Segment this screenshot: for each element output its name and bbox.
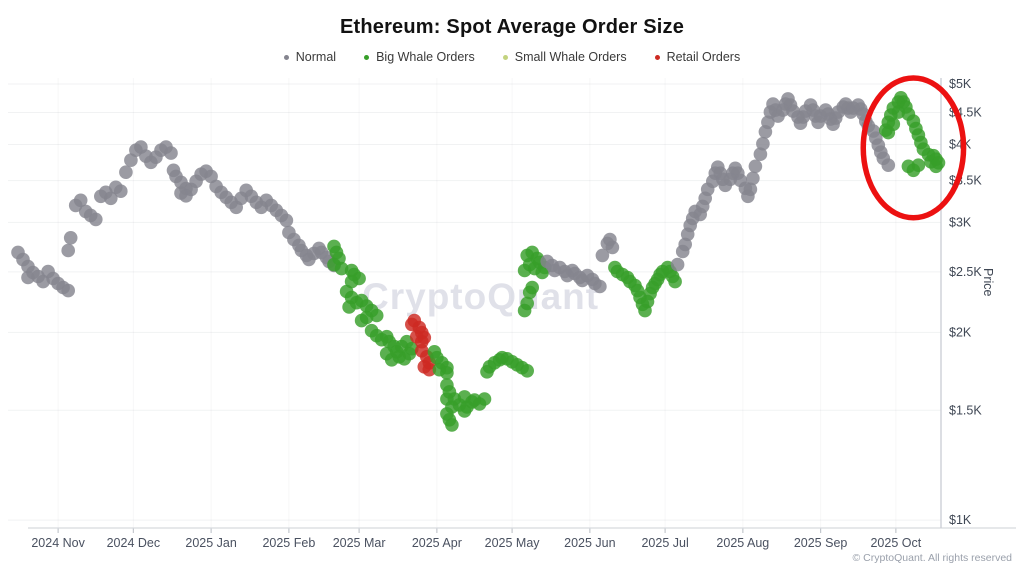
data-point bbox=[593, 279, 607, 294]
data-point bbox=[440, 366, 454, 380]
data-point bbox=[595, 248, 610, 263]
y-tick-label: $3K bbox=[949, 215, 972, 229]
x-tick-label: 2025 Jul bbox=[641, 536, 688, 550]
copyright-text: © CryptoQuant. All rights reserved bbox=[852, 552, 1012, 564]
data-point bbox=[89, 212, 103, 227]
legend-label: Retail Orders bbox=[666, 50, 741, 64]
data-point bbox=[525, 280, 539, 295]
legend-item-normal: Normal bbox=[283, 50, 337, 64]
x-tick-label: 2024 Dec bbox=[107, 536, 161, 550]
data-point bbox=[417, 330, 432, 345]
data-point bbox=[929, 159, 943, 174]
y-axis-title: Price bbox=[981, 268, 995, 297]
x-tick-label: 2025 Aug bbox=[716, 536, 769, 550]
y-tick-label: $1K bbox=[949, 513, 972, 527]
data-point bbox=[761, 115, 775, 130]
x-tick-label: 2025 Sep bbox=[794, 536, 848, 550]
data-point bbox=[63, 231, 78, 245]
data-point bbox=[354, 313, 369, 328]
data-point bbox=[342, 300, 356, 314]
data-point bbox=[670, 257, 685, 272]
y-tick-label: $5K bbox=[949, 77, 972, 91]
data-point bbox=[61, 283, 75, 298]
legend-label: Big Whale Orders bbox=[376, 50, 475, 64]
y-tick-label: $4K bbox=[949, 137, 972, 151]
legend-item-retail: Retail Orders bbox=[654, 50, 741, 64]
legend-item-big-whale: Big Whale Orders bbox=[364, 50, 475, 64]
data-point bbox=[61, 243, 75, 258]
data-point bbox=[881, 125, 896, 140]
data-point bbox=[104, 191, 118, 206]
data-point bbox=[73, 193, 88, 208]
big-whale-dot-icon bbox=[364, 54, 370, 60]
legend-label: Small Whale Orders bbox=[514, 50, 627, 64]
data-point bbox=[746, 171, 760, 186]
data-point bbox=[753, 147, 768, 161]
data-point bbox=[164, 146, 178, 160]
x-tick-label: 2025 Jan bbox=[185, 536, 236, 550]
x-tick-label: 2025 Mar bbox=[333, 536, 386, 550]
y-tick-label: $2.5K bbox=[949, 265, 982, 279]
legend: Normal Big Whale Orders Small Whale Orde… bbox=[0, 50, 1024, 64]
data-point bbox=[743, 182, 758, 197]
data-point bbox=[520, 364, 534, 378]
x-tick-label: 2025 Feb bbox=[262, 536, 315, 550]
x-tick-label: 2025 Apr bbox=[412, 536, 462, 550]
normal-dot-icon bbox=[283, 54, 289, 60]
x-tick-label: 2025 Jun bbox=[564, 536, 615, 550]
retail-dot-icon bbox=[654, 54, 660, 60]
x-tick-label: 2024 Nov bbox=[31, 536, 85, 550]
watermark: CryptoQuant bbox=[362, 276, 600, 317]
y-tick-label: $2K bbox=[949, 325, 972, 339]
data-point bbox=[477, 392, 492, 406]
highlight-ellipse bbox=[860, 75, 967, 221]
data-point bbox=[668, 274, 682, 289]
y-tick-label: $1.5K bbox=[949, 403, 982, 417]
data-point bbox=[756, 136, 770, 151]
data-point bbox=[520, 296, 534, 311]
small-whale-dot-icon bbox=[502, 54, 508, 60]
data-point bbox=[279, 213, 294, 228]
x-tick-label: 2025 May bbox=[485, 536, 541, 550]
chart-title: Ethereum: Spot Average Order Size bbox=[339, 16, 685, 38]
data-point bbox=[114, 184, 128, 198]
data-point bbox=[119, 165, 133, 179]
legend-item-small-whale: Small Whale Orders bbox=[502, 50, 627, 64]
data-point bbox=[445, 418, 459, 432]
data-point bbox=[605, 240, 620, 255]
legend-label: Normal bbox=[295, 50, 337, 64]
x-tick-label: 2025 Oct bbox=[870, 536, 921, 550]
data-point bbox=[911, 158, 926, 172]
data-point bbox=[748, 159, 763, 174]
data-point bbox=[379, 346, 394, 361]
data-point bbox=[881, 158, 896, 172]
data-point bbox=[369, 308, 384, 323]
data-point bbox=[422, 362, 437, 377]
